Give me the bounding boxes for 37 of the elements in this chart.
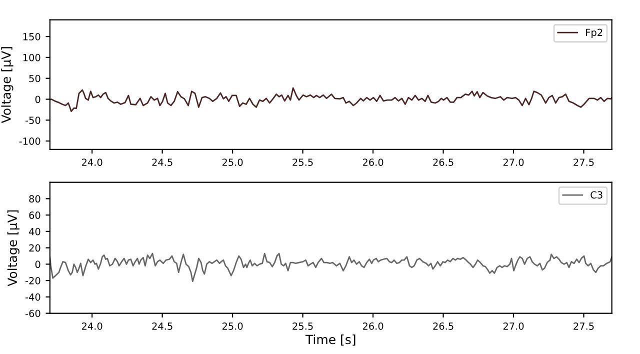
y-tick-label: -60 (25, 310, 40, 318)
y-tick-label: -50 (25, 116, 40, 124)
x-tick-label: 25.5 (292, 158, 313, 166)
y-tick-label: 0 (35, 260, 40, 268)
y-axis-title: Voltage [μV] (7, 210, 20, 286)
x-tick-label: 27.0 (503, 158, 524, 166)
y-tick-label: 0 (35, 96, 40, 104)
y-tick-label: -20 (25, 277, 40, 284)
x-tick-label: 24.5 (152, 158, 172, 166)
line-series (50, 252, 612, 282)
y-tick-label: 50 (29, 74, 40, 82)
x-tick-label: 27.0 (503, 322, 524, 330)
y-tick-label: 100 (23, 54, 40, 62)
x-tick-label: 26.5 (433, 158, 454, 166)
y-tick-label: 60 (29, 212, 40, 219)
x-tick-label: 26.5 (433, 322, 454, 330)
x-tick-label: 24.0 (82, 322, 102, 330)
y-tick-label: 40 (28, 228, 40, 236)
x-tick-label: 25.0 (222, 158, 243, 166)
x-tick-label: 25.0 (222, 322, 243, 330)
x-tick-label: 27.5 (574, 322, 594, 330)
x-tick-label: 26.0 (362, 158, 384, 166)
y-tick-label: 80 (29, 195, 40, 203)
x-tick-label: 27.5 (574, 158, 594, 166)
x-tick-label: 24.5 (152, 322, 172, 330)
y-axis-title: Voltage [μV] (1, 47, 14, 124)
legend-label: C3 (590, 191, 602, 199)
y-tick-label: 150 (23, 33, 40, 40)
x-axis-title: Time [s] (305, 334, 356, 346)
x-tick-label: 25.5 (292, 322, 313, 330)
x-tick-label: 24.0 (82, 158, 102, 166)
y-tick-label: -100 (19, 138, 40, 145)
legend-label: Fp2 (586, 28, 602, 38)
y-tick-label: 20 (29, 244, 40, 252)
x-tick-label: 26.0 (362, 322, 384, 330)
line-series (50, 87, 612, 112)
y-tick-label: -40 (25, 293, 40, 301)
